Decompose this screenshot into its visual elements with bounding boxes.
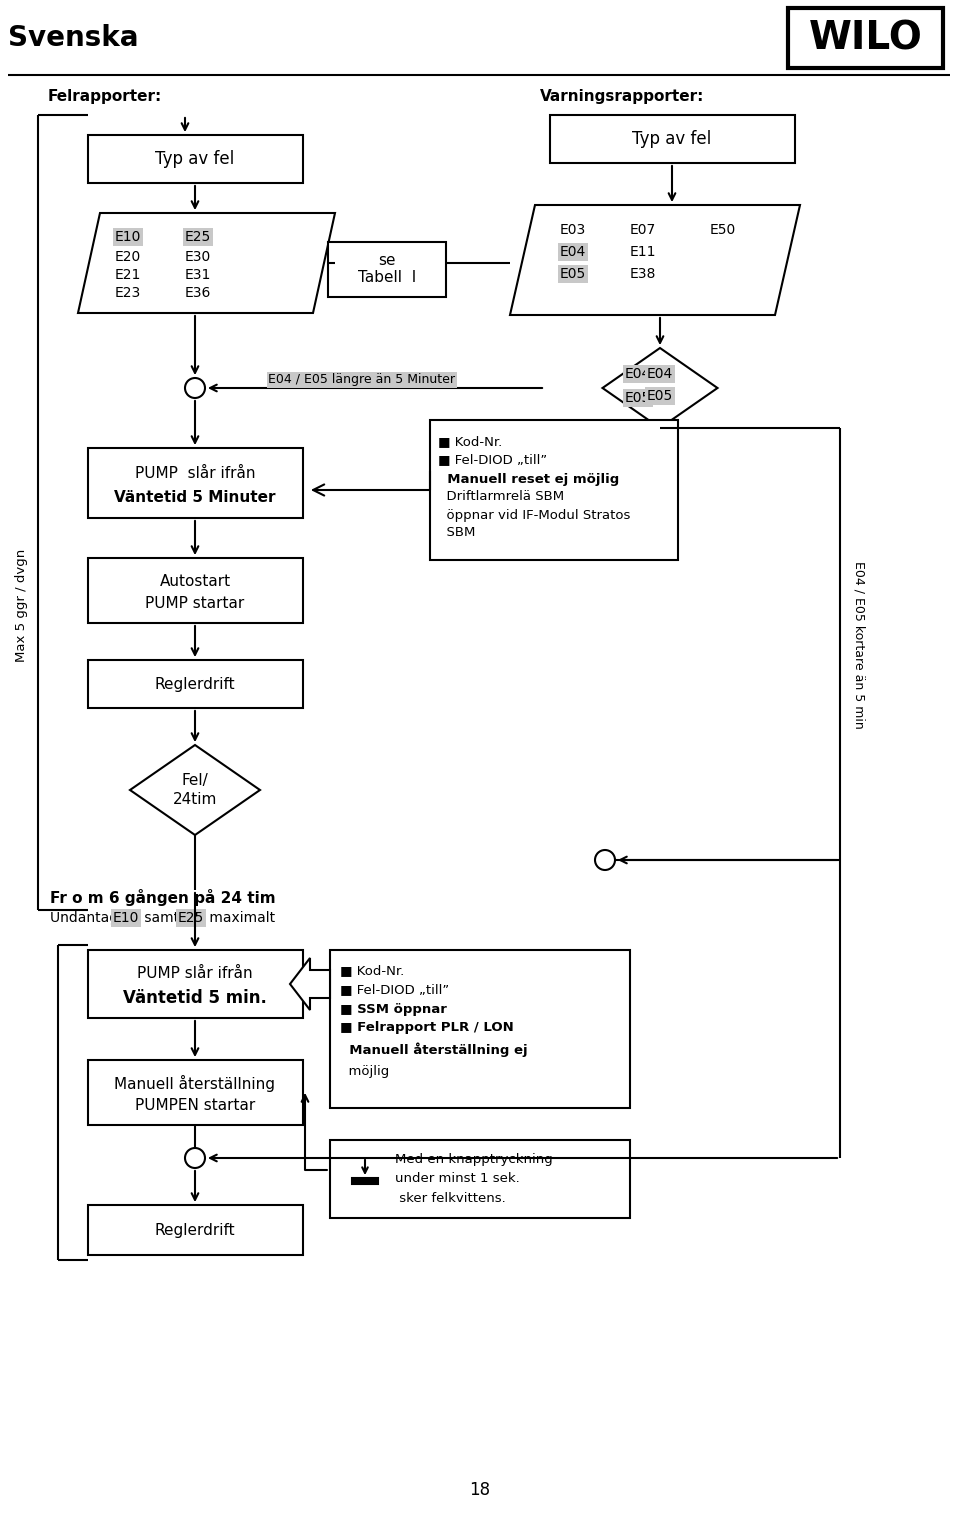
Text: PUMPEN startar: PUMPEN startar — [134, 1097, 255, 1112]
Text: WILO: WILO — [808, 20, 923, 57]
Text: ■ Felrapport PLR / LON: ■ Felrapport PLR / LON — [340, 1021, 514, 1035]
Bar — [88, 448, 303, 517]
Bar — [330, 950, 630, 1108]
Polygon shape — [78, 213, 335, 313]
Text: E50: E50 — [710, 222, 736, 238]
Text: E10: E10 — [113, 911, 139, 924]
Text: PUMP startar: PUMP startar — [145, 596, 245, 611]
Text: E25: E25 — [185, 230, 211, 244]
Polygon shape — [510, 204, 800, 315]
Text: E21: E21 — [115, 268, 141, 281]
Text: E04 / E05 längre än 5 Minuter: E04 / E05 längre än 5 Minuter — [268, 374, 455, 386]
Text: E04: E04 — [647, 368, 673, 381]
Text: E30: E30 — [185, 250, 211, 263]
Text: ■ Kod-Nr.: ■ Kod-Nr. — [438, 436, 502, 448]
Text: Autostart: Autostart — [159, 575, 230, 590]
Text: Reglerdrift: Reglerdrift — [155, 676, 235, 691]
Text: E25: E25 — [178, 911, 204, 924]
Text: Manuell reset ej möjlig: Manuell reset ej möjlig — [438, 472, 619, 486]
Text: Driftlarmrelä SBM: Driftlarmrelä SBM — [438, 490, 564, 504]
Text: E31: E31 — [185, 268, 211, 281]
Polygon shape — [130, 744, 260, 835]
Circle shape — [185, 1148, 205, 1168]
Text: Undantag:: Undantag: — [50, 911, 127, 924]
Text: se
Tabell  I: se Tabell I — [358, 253, 416, 284]
Text: SBM: SBM — [438, 527, 475, 540]
Bar — [328, 242, 446, 297]
Text: E04: E04 — [560, 245, 587, 259]
Text: E07: E07 — [630, 222, 657, 238]
Text: E05: E05 — [625, 390, 651, 405]
Text: Fel/: Fel/ — [181, 773, 208, 787]
Text: 24tim: 24tim — [173, 793, 217, 808]
Text: sker felkvittens.: sker felkvittens. — [395, 1192, 506, 1204]
Text: samt: samt — [140, 911, 183, 924]
Polygon shape — [290, 958, 330, 1011]
Text: E05: E05 — [560, 266, 587, 281]
Text: E38: E38 — [630, 266, 657, 281]
Text: ■ SSM öppnar: ■ SSM öppnar — [340, 1003, 446, 1015]
Circle shape — [595, 850, 615, 870]
Text: Typ av fel: Typ av fel — [633, 130, 711, 148]
Text: E05: E05 — [647, 389, 673, 402]
Bar — [88, 558, 303, 623]
Text: Fr o m 6 gången på 24 tim: Fr o m 6 gången på 24 tim — [50, 890, 276, 906]
Text: Manuell återställning: Manuell återställning — [114, 1074, 276, 1091]
Text: E04: E04 — [625, 368, 651, 381]
Text: Väntetid 5 Minuter: Väntetid 5 Minuter — [114, 490, 276, 505]
Text: ■ Fel-DIOD „till”: ■ Fel-DIOD „till” — [340, 983, 449, 997]
Text: Svenska: Svenska — [8, 24, 138, 51]
Text: Max 5 ggr / dvgn: Max 5 ggr / dvgn — [15, 548, 29, 661]
Bar — [550, 115, 795, 163]
Polygon shape — [603, 348, 717, 428]
Circle shape — [185, 378, 205, 398]
Bar — [88, 950, 303, 1018]
Text: PUMP slår ifrån: PUMP slår ifrån — [137, 965, 252, 980]
Text: E04 / E05 kortare än 5 min: E04 / E05 kortare än 5 min — [852, 561, 865, 729]
Text: E23: E23 — [115, 286, 141, 300]
Bar — [788, 8, 943, 68]
Text: PUMP  slår ifrån: PUMP slår ifrån — [134, 466, 255, 481]
Text: möjlig: möjlig — [340, 1065, 389, 1079]
Text: maximalt: maximalt — [205, 911, 276, 924]
Bar — [330, 1139, 630, 1218]
Text: ■ Kod-Nr.: ■ Kod-Nr. — [340, 964, 404, 977]
Bar — [88, 135, 303, 183]
Text: 18: 18 — [469, 1481, 491, 1499]
Text: Typ av fel: Typ av fel — [156, 150, 234, 168]
Bar — [430, 421, 678, 560]
Text: under minst 1 sek.: under minst 1 sek. — [395, 1173, 519, 1186]
Text: Varningsrapporter:: Varningsrapporter: — [540, 89, 705, 104]
Text: E11: E11 — [630, 245, 657, 259]
Bar — [88, 1061, 303, 1126]
Text: Reglerdrift: Reglerdrift — [155, 1223, 235, 1238]
Text: öppnar vid IF-Modul Stratos: öppnar vid IF-Modul Stratos — [438, 508, 631, 522]
Text: E03: E03 — [560, 222, 587, 238]
Bar — [352, 1179, 378, 1185]
Bar — [88, 1204, 303, 1254]
Text: Med en knapptryckning: Med en knapptryckning — [395, 1153, 553, 1167]
Text: E10: E10 — [115, 230, 141, 244]
Bar — [88, 660, 303, 708]
Text: ■ Fel-DIOD „till”: ■ Fel-DIOD „till” — [438, 454, 547, 466]
Text: E20: E20 — [115, 250, 141, 263]
Text: Manuell återställning ej: Manuell återställning ej — [340, 1042, 528, 1058]
Text: E36: E36 — [185, 286, 211, 300]
Text: Felrapporter:: Felrapporter: — [48, 89, 162, 104]
Text: Väntetid 5 min.: Väntetid 5 min. — [123, 990, 267, 1008]
